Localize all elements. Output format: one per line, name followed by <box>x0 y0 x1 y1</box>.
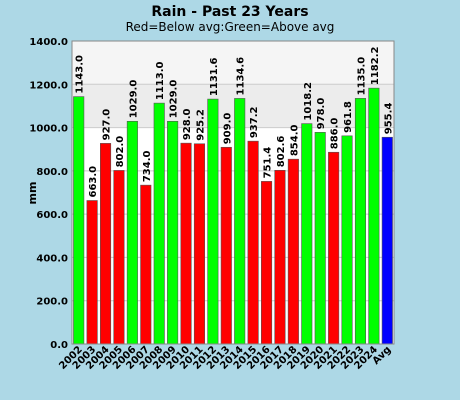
value-label-2004: 927.0 <box>102 109 113 141</box>
value-label-2014: 1134.6 <box>236 57 247 96</box>
plot-band-0 <box>72 41 394 85</box>
bar-2022 <box>341 135 353 345</box>
value-label-2024: 1182.2 <box>370 47 381 86</box>
bar-2024 <box>368 87 380 345</box>
bar-Avg <box>381 136 393 345</box>
value-label-2016: 751.4 <box>263 147 274 179</box>
y-tick-label: 600.0 <box>36 210 68 221</box>
y-axis-label: mm <box>26 182 39 205</box>
bar-2004 <box>100 143 112 345</box>
chart-subtitle: Red=Below avg:Green=Above avg <box>126 20 335 34</box>
value-label-2013: 909.0 <box>222 113 233 145</box>
bar-2014 <box>234 98 246 345</box>
value-label-2022: 961.8 <box>343 101 354 133</box>
bar-2021 <box>328 151 340 345</box>
bar-2003 <box>86 200 98 345</box>
value-label-Avg: 955.4 <box>383 103 394 135</box>
plot-bands <box>72 41 394 344</box>
y-tick-label: 800.0 <box>36 167 68 178</box>
value-label-2015: 937.2 <box>249 106 260 138</box>
bar-2017 <box>274 169 286 345</box>
bar-2013 <box>220 146 232 345</box>
y-tick-label: 1200.0 <box>29 80 68 91</box>
value-label-2003: 663.0 <box>88 166 99 198</box>
bar-2015 <box>247 140 259 345</box>
y-tick-label: 400.0 <box>36 253 68 264</box>
value-label-2021: 886.0 <box>330 118 341 150</box>
value-label-2012: 1131.6 <box>209 57 220 96</box>
bar-2006 <box>126 120 138 345</box>
value-label-2002: 1143.0 <box>75 55 86 94</box>
y-tick-label: 1000.0 <box>29 124 68 135</box>
y-tick-labels: 0.0 200.0 400.0 600.0 800.0 1000.0 1200.0 1400.… <box>29 37 68 351</box>
y-tick-label: 0.0 <box>50 340 68 351</box>
value-label-2017: 802.6 <box>276 136 287 168</box>
value-label-2019: 1018.2 <box>303 82 314 121</box>
bar-2008 <box>153 102 165 345</box>
value-label-2007: 734.0 <box>142 150 153 182</box>
bar-2011 <box>193 143 205 345</box>
bar-2012 <box>207 98 219 345</box>
y-tick-label: 1400.0 <box>29 37 68 48</box>
bar-2005 <box>113 170 125 345</box>
value-label-2010: 928.0 <box>182 108 193 140</box>
value-label-2020: 978.0 <box>316 98 327 130</box>
bar-2023 <box>354 98 366 345</box>
plot-band-1 <box>72 84 394 128</box>
bar-2007 <box>140 184 152 345</box>
x-tick-labels: 2002200320042005200620072008200920102011… <box>57 344 393 371</box>
value-label-2009: 1029.0 <box>169 80 180 119</box>
bar-2018 <box>287 158 299 345</box>
bar-2019 <box>301 123 313 345</box>
value-label-2006: 1029.0 <box>128 80 139 119</box>
bar-2020 <box>314 132 326 345</box>
value-label-2008: 1113.0 <box>155 61 166 100</box>
value-label-2011: 925.2 <box>195 109 206 141</box>
bar-2009 <box>167 120 179 345</box>
y-tick-label: 200.0 <box>36 297 68 308</box>
bar-2002 <box>73 96 85 345</box>
bar-2016 <box>261 181 273 345</box>
value-label-2005: 802.0 <box>115 136 126 168</box>
value-label-2018: 854.0 <box>289 124 300 156</box>
bars <box>73 87 393 345</box>
value-label-2023: 1135.0 <box>356 57 367 96</box>
bar-2010 <box>180 142 192 345</box>
chart-title: Rain - Past 23 Years <box>151 4 308 20</box>
plot-frame <box>71 40 395 345</box>
